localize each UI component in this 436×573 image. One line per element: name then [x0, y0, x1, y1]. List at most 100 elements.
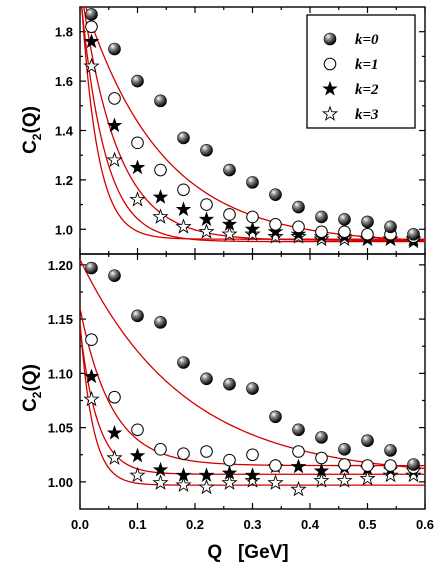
data-point-k1 [338, 458, 351, 471]
data-point-k1 [200, 445, 213, 458]
data-point-k3 [405, 466, 422, 483]
fit-curve-k3 [80, 322, 425, 486]
data-point-k2 [83, 33, 100, 49]
data-point-k2 [244, 221, 261, 236]
y-tick-label: 1.6 [55, 74, 73, 89]
data-point-k0 [338, 443, 351, 456]
data-point-k2 [83, 368, 100, 384]
data-point-k1 [361, 227, 374, 241]
data-point-k0 [315, 210, 328, 224]
data-point-k2 [106, 117, 123, 133]
data-point-k0 [108, 42, 121, 56]
data-point-k3 [152, 474, 169, 490]
data-point-k3 [129, 191, 146, 207]
data-point-k3 [244, 472, 261, 488]
x-tick-label: 0.1 [128, 517, 146, 532]
data-point-k3 [198, 223, 215, 239]
data-point-k1 [108, 390, 121, 404]
y-tick-label: 1.0 [55, 222, 73, 237]
data-point-k3 [106, 449, 123, 465]
data-point-k0 [292, 200, 305, 214]
data-point-k3 [106, 151, 123, 168]
data-point-k2 [290, 226, 307, 241]
data-point-k3 [359, 470, 376, 486]
data-point-k2 [267, 223, 284, 239]
data-point-k1 [154, 163, 167, 177]
data-point-k0 [269, 410, 282, 424]
x-tick-label: 0.2 [186, 517, 204, 532]
bottom-y-axis-title: C2(Q) [20, 364, 44, 412]
data-point-k0 [177, 356, 190, 369]
y-tick-label: 1.15 [48, 312, 73, 327]
legend-box [306, 14, 416, 129]
data-point-k0 [223, 377, 236, 391]
data-point-k0 [246, 176, 259, 189]
data-point-k0 [85, 261, 98, 275]
data-point-k3 [221, 225, 238, 242]
data-point-k2 [221, 465, 238, 480]
data-point-k3 [198, 478, 215, 495]
data-point-k3 [83, 57, 100, 74]
data-point-k3 [83, 390, 100, 407]
data-point-k0 [246, 382, 259, 395]
data-point-k3 [267, 474, 284, 490]
data-point-k1 [177, 183, 190, 197]
data-point-k2 [175, 201, 192, 217]
data-point-k1 [361, 459, 374, 472]
data-point-k0 [361, 434, 374, 447]
data-point-k3 [244, 225, 261, 242]
legend-marker-k3 [321, 105, 339, 121]
data-point-k2 [198, 211, 215, 226]
data-point-k0 [315, 431, 328, 444]
legend: k=0 k=1 k=2 k=3 [306, 14, 416, 129]
data-point-k2 [129, 447, 146, 463]
data-point-k0 [200, 372, 213, 386]
data-point-k0 [223, 163, 236, 177]
top-panel: 1.0 1.2 1.4 1.6 1.8 C2(Q) k=0 k=1 k=2 k=3 [20, 6, 426, 255]
x-tick-label: 0.6 [416, 517, 434, 532]
data-point-k1 [269, 218, 282, 231]
data-point-k0 [108, 269, 121, 283]
data-point-k3 [221, 474, 238, 490]
data-point-k0 [131, 309, 144, 323]
x-tick-label: 0.5 [358, 517, 376, 532]
bottom-y-axis: 1.00 1.05 1.10 1.15 1.20 [48, 258, 425, 490]
data-point-k3 [290, 480, 307, 497]
data-point-k2 [175, 467, 192, 482]
y-tick-label: 1.00 [48, 475, 73, 490]
x-axis: 0.0 0.1 0.2 0.3 0.4 0.5 0.6 [71, 254, 434, 532]
data-point-k1 [315, 225, 328, 239]
data-point-k1 [246, 448, 259, 462]
data-point-k0 [200, 143, 213, 157]
data-point-k3 [129, 466, 146, 483]
y-tick-label: 1.05 [48, 421, 73, 436]
data-point-k0 [154, 316, 167, 329]
data-point-k3 [175, 218, 192, 234]
bottom-panel: 1.001.051.101.151.20 0.0 0.1 0.2 0.3 0.4 0.5 0… [20, 253, 434, 563]
data-point-k3 [382, 466, 399, 483]
y-tick-label: 1.20 [48, 258, 73, 273]
data-point-k0 [85, 8, 98, 21]
legend-marker-k2 [322, 80, 338, 96]
data-point-k3 [152, 208, 169, 224]
data-point-k2 [129, 159, 146, 175]
data-point-k2 [290, 458, 307, 474]
data-point-k1 [384, 459, 397, 472]
data-point-k0 [269, 188, 282, 202]
legend-marker-k1 [323, 57, 337, 71]
fit-curve-k0 [80, 259, 425, 470]
x-tick-label: 0.3 [243, 517, 261, 532]
x-tick-label: 0.4 [301, 517, 320, 532]
data-point-k3 [267, 228, 284, 244]
data-point-k1 [131, 423, 144, 437]
data-point-k0 [177, 131, 190, 145]
data-point-k0 [131, 74, 144, 88]
data-point-k1 [292, 220, 305, 234]
data-point-k0 [361, 215, 374, 229]
top-data-points [83, 8, 422, 249]
legend-label-k2: k=2 [355, 82, 379, 98]
data-point-k0 [292, 423, 305, 437]
data-point-k0 [407, 458, 420, 471]
data-point-k2 [152, 189, 169, 204]
